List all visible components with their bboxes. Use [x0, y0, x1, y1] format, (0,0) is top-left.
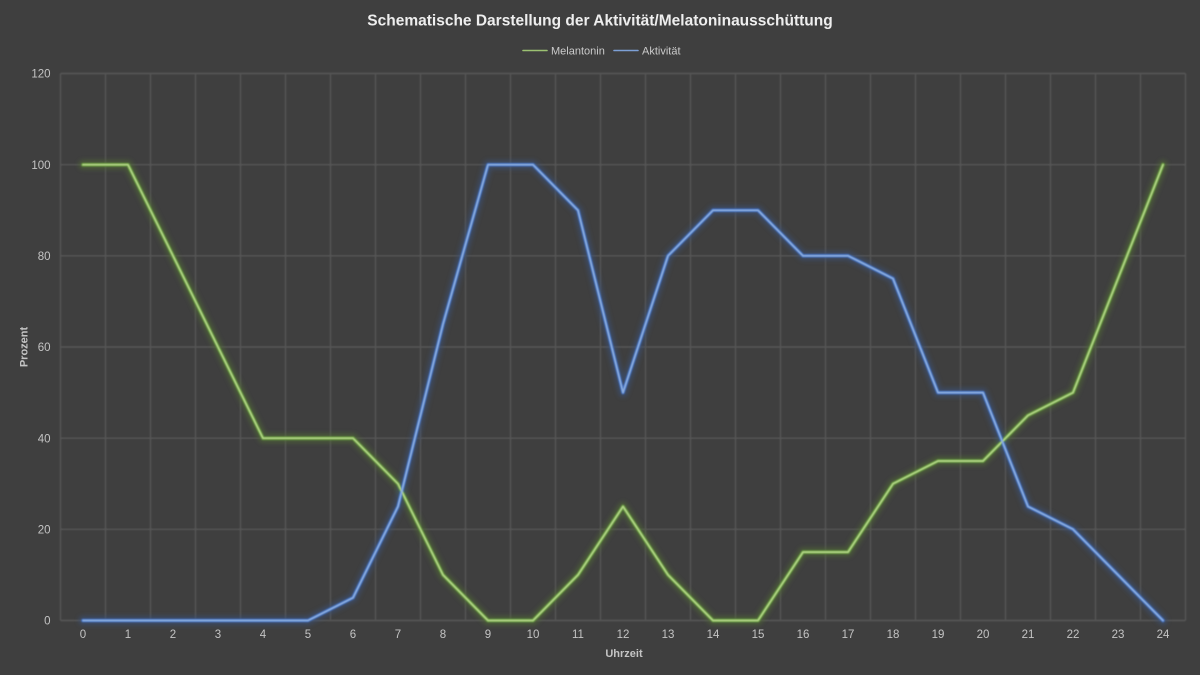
svg-text:80: 80 [38, 251, 51, 263]
svg-text:Schematische Darstellung der A: Schematische Darstellung der Aktivität/M… [367, 12, 832, 29]
svg-text:7: 7 [395, 629, 401, 641]
svg-text:6: 6 [350, 629, 356, 641]
svg-text:Uhrzeit: Uhrzeit [605, 648, 643, 660]
svg-text:21: 21 [1022, 629, 1035, 641]
svg-text:Melantonin: Melantonin [551, 45, 605, 57]
svg-text:20: 20 [977, 629, 990, 641]
svg-text:23: 23 [1112, 629, 1125, 641]
svg-text:0: 0 [80, 629, 86, 641]
svg-text:19: 19 [932, 629, 945, 641]
svg-text:4: 4 [260, 629, 267, 641]
svg-text:60: 60 [38, 342, 51, 354]
svg-text:16: 16 [797, 629, 810, 641]
svg-text:12: 12 [617, 629, 630, 641]
svg-text:18: 18 [887, 629, 900, 641]
svg-text:22: 22 [1067, 629, 1080, 641]
svg-text:Prozent: Prozent [19, 326, 31, 367]
svg-text:14: 14 [707, 629, 720, 641]
svg-text:5: 5 [305, 629, 311, 641]
svg-text:8: 8 [440, 629, 446, 641]
svg-text:13: 13 [662, 629, 675, 641]
svg-text:120: 120 [31, 69, 50, 81]
svg-text:1: 1 [125, 629, 131, 641]
svg-text:9: 9 [485, 629, 491, 641]
svg-text:40: 40 [38, 433, 51, 445]
svg-text:Aktivität: Aktivität [642, 45, 681, 57]
svg-text:15: 15 [752, 629, 765, 641]
svg-text:24: 24 [1157, 629, 1170, 641]
svg-text:3: 3 [215, 629, 221, 641]
svg-text:0: 0 [44, 616, 50, 628]
svg-text:17: 17 [842, 629, 855, 641]
svg-text:20: 20 [38, 525, 51, 537]
svg-text:11: 11 [572, 629, 584, 641]
svg-text:10: 10 [527, 629, 540, 641]
svg-text:2: 2 [170, 629, 176, 641]
svg-text:100: 100 [31, 160, 50, 172]
